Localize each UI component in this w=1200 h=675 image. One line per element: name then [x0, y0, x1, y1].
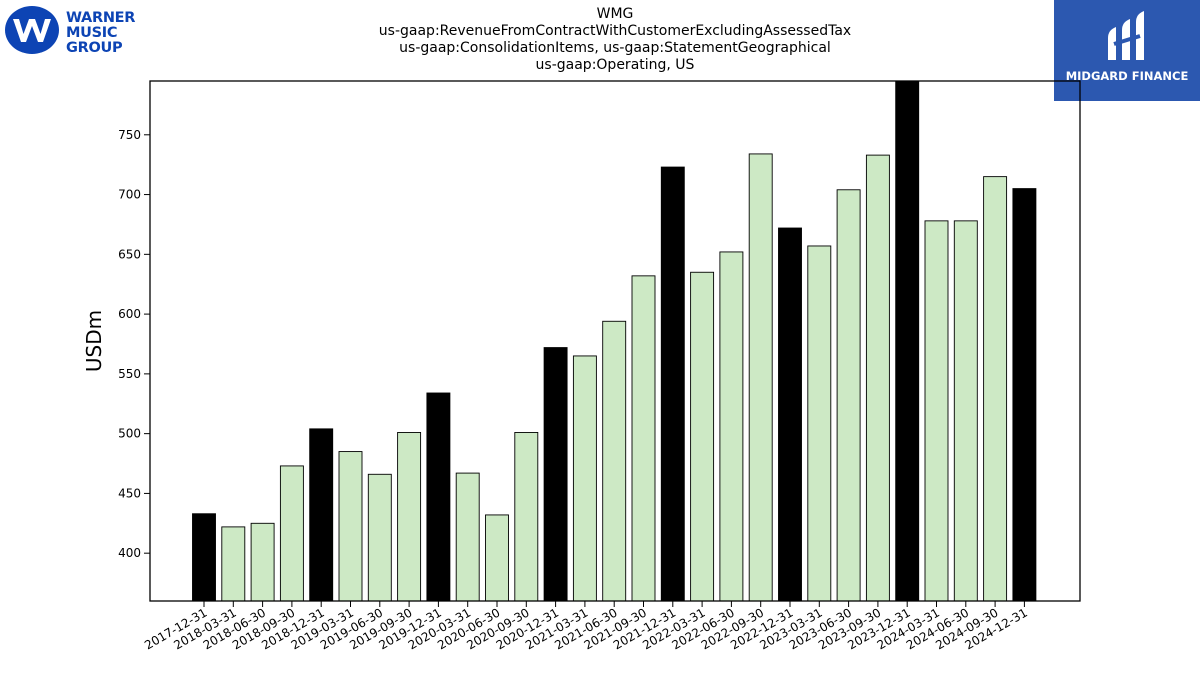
title-line-ticker: WMG [596, 6, 634, 22]
wmg-wordmark-line: GROUP [66, 40, 123, 56]
y-tick-label: 650 [118, 247, 141, 261]
chart-title: WMG us-gaap:RevenueFromContractWithCusto… [240, 6, 990, 74]
bar-2023-06-30 [836, 189, 861, 602]
y-tick-label: 400 [118, 546, 141, 560]
wmg-wordmark-line: MUSIC [66, 25, 118, 41]
bar-2018-12-31 [309, 428, 334, 602]
bar-2021-12-31 [660, 166, 685, 602]
y-tick-label: 500 [118, 427, 141, 441]
y-tick-label: 450 [118, 486, 141, 500]
bar-2020-06-30 [485, 514, 509, 602]
wmg-wordmark-line: WARNER [66, 10, 136, 26]
bar-2022-12-31 [778, 227, 802, 602]
y-tick-label: 700 [118, 188, 141, 202]
bar-2024-06-30 [953, 220, 978, 602]
bar-2020-09-30 [514, 432, 539, 602]
bar-2022-09-30 [748, 153, 773, 602]
wmg-wordmark: WARNER MUSIC GROUP [66, 11, 135, 56]
bar-2022-06-30 [719, 251, 744, 602]
bar-2020-03-31 [455, 472, 480, 602]
bar-2019-09-30 [397, 432, 422, 602]
bar-2020-12-31 [543, 347, 568, 602]
bar-2021-09-30 [631, 275, 656, 602]
y-tick-label: 550 [118, 367, 141, 381]
title-line-concept: us-gaap:RevenueFromContractWithCustomerE… [378, 23, 852, 39]
y-tick-label: 750 [118, 128, 141, 142]
bar-2018-09-30 [279, 465, 304, 602]
midgard-wordmark: MIDGARD FINANCE [1065, 69, 1189, 83]
y-tick-label: 600 [118, 307, 141, 321]
x-axis: 2017-12-312018-03-312018-06-302018-09-30… [142, 601, 1030, 652]
bar-2023-09-30 [865, 154, 890, 602]
bar-2024-03-31 [924, 220, 949, 602]
bar-2019-03-31 [338, 451, 363, 602]
bar-2024-09-30 [983, 176, 1008, 602]
bar-2017-12-31 [192, 513, 216, 602]
bar-2023-03-31 [807, 245, 832, 602]
bar-2021-06-30 [602, 320, 627, 602]
bar-2018-06-30 [250, 522, 275, 602]
bar-2022-03-31 [690, 271, 715, 602]
bar-2019-12-31 [426, 392, 451, 602]
y-axis: 400 450 500 550 600 650 700 750 [118, 128, 150, 560]
bar-2018-03-31 [221, 526, 246, 602]
bar-2019-06-30 [367, 473, 392, 602]
title-line-members: us-gaap:Operating, US [535, 57, 695, 73]
midgard-emblem-icon [1108, 11, 1144, 60]
bars-layer [192, 80, 1037, 602]
wmg-emblem-icon [5, 6, 59, 54]
warner-music-group-logo: WARNER MUSIC GROUP [4, 4, 139, 58]
plot-frame [149, 80, 1081, 602]
bar-2021-03-31 [572, 355, 597, 602]
bar-2023-12-31 [895, 80, 920, 602]
midgard-finance-logo: MIDGARD FINANCE [1054, 0, 1200, 101]
title-line-axes: us-gaap:ConsolidationItems, us-gaap:Stat… [399, 40, 831, 56]
bar-2024-12-31 [1012, 188, 1037, 602]
y-axis-label: USDm [82, 310, 106, 372]
